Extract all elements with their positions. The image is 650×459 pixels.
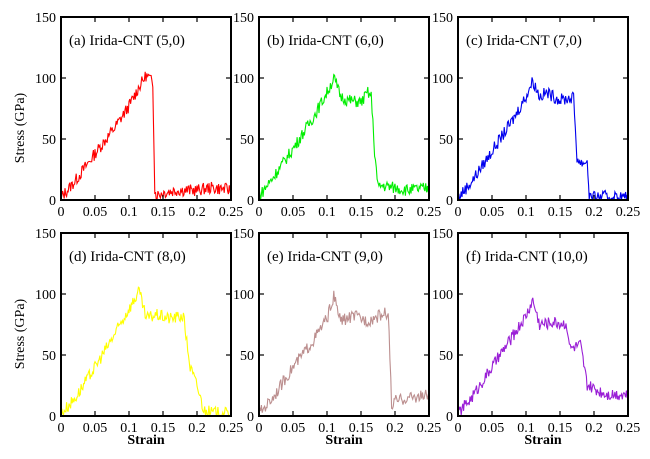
- x-tick-label: 0.2: [585, 421, 603, 436]
- x-tick-label: 0.2: [188, 421, 206, 436]
- x-tick-label: 0.15: [548, 205, 573, 220]
- y-tick-label: 0: [49, 194, 56, 209]
- plot-frame: [457, 232, 629, 417]
- x-tick-label: 0.25: [616, 421, 641, 436]
- x-tick-label: 0: [256, 205, 263, 220]
- y-tick-label: 50: [240, 133, 254, 148]
- plot-frame: [258, 232, 430, 417]
- panel-2: 0 0.05 0.1 0.15 0.2 0.25 0 50 100 150 (c) Irida-CN…: [432, 11, 640, 220]
- panel-5: 0 0.05 0.1 0.15 0.2 0.25 0 50 100 150 (f) Irida-CN…: [432, 227, 640, 436]
- panel-4: 0 0.05 0.1 0.15 0.2 0.25 0 50 100 150 (e) Irida-CN…: [233, 227, 441, 436]
- y-tick-label: 0: [247, 410, 254, 425]
- plot-frame: [60, 232, 232, 417]
- panel-title: (c) Irida-CNT (7,0): [466, 33, 582, 49]
- x-tick-label: 0.05: [281, 421, 306, 436]
- series-line: [258, 290, 430, 416]
- y-tick-label: 150: [432, 11, 453, 26]
- series-line: [457, 297, 629, 416]
- x-tick-label: 0: [58, 421, 65, 436]
- y-tick-label: 100: [432, 72, 453, 87]
- y-tick-label: 150: [233, 11, 254, 26]
- series-line: [457, 77, 629, 202]
- x-tick-label: 0: [455, 421, 462, 436]
- x-tick-label: 0.05: [480, 205, 505, 220]
- y-tick-label: 100: [233, 72, 254, 87]
- x-tick-label: 0.05: [281, 205, 306, 220]
- y-axis-label-top: Stress (GPa): [13, 92, 28, 163]
- x-tick-label: 0.25: [417, 205, 442, 220]
- y-tick-label: 50: [240, 349, 254, 364]
- x-tick-label: 0.1: [120, 421, 138, 436]
- y-tick-label: 100: [35, 288, 56, 303]
- x-tick-label: 0.25: [219, 421, 244, 436]
- x-tick-label: 0: [256, 421, 263, 436]
- x-tick-label: 0.2: [585, 205, 603, 220]
- panel-1: 0 0.05 0.1 0.15 0.2 0.25 0 50 100 150 (b) Irida-CN…: [233, 11, 441, 220]
- panel-3: 0 0.05 0.1 0.15 0.2 0.25 0 50 100 150 (d) Irida-CN…: [35, 227, 243, 436]
- y-tick-label: 50: [439, 349, 453, 364]
- y-tick-label: 0: [247, 194, 254, 209]
- plot-frame: [457, 16, 629, 201]
- y-tick-label: 0: [49, 410, 56, 425]
- y-tick-label: 50: [439, 133, 453, 148]
- panel-title: (f) Irida-CNT (10,0): [466, 249, 588, 265]
- x-tick-label: 0.15: [548, 421, 573, 436]
- x-tick-label: 0.2: [188, 205, 206, 220]
- y-tick-label: 0: [446, 194, 453, 209]
- x-tick-label: 0.15: [349, 421, 374, 436]
- panel-title: (d) Irida-CNT (8,0): [69, 249, 186, 265]
- x-tick-label: 0.2: [386, 205, 404, 220]
- series-line: [60, 286, 232, 418]
- y-tick-label: 150: [35, 227, 56, 242]
- series-line: [60, 71, 232, 201]
- x-tick-label: 0: [455, 205, 462, 220]
- y-tick-label: 150: [432, 227, 453, 242]
- y-tick-label: 50: [42, 133, 56, 148]
- x-tick-label: 0.25: [417, 421, 442, 436]
- x-tick-label: 0.05: [83, 205, 108, 220]
- x-tick-label: 0.15: [151, 205, 176, 220]
- y-tick-label: 100: [233, 288, 254, 303]
- x-tick-label: 0.15: [151, 421, 176, 436]
- x-tick-label: 0.25: [219, 205, 244, 220]
- series-line: [258, 73, 430, 200]
- x-tick-label: 0: [58, 205, 65, 220]
- x-tick-label: 0.2: [386, 421, 404, 436]
- x-tick-label: 0.1: [318, 421, 336, 436]
- panel-0: 0 0.05 0.1 0.15 0.2 0.25 0 50 100 150 (a) Irida-CN…: [35, 11, 243, 220]
- panel-title: (e) Irida-CNT (9,0): [267, 249, 383, 265]
- plot-frame: [258, 16, 430, 201]
- panel-title: (a) Irida-CNT (5,0): [69, 33, 185, 49]
- x-tick-label: 0.1: [318, 205, 336, 220]
- x-tick-label: 0.05: [480, 421, 505, 436]
- y-tick-label: 50: [42, 349, 56, 364]
- x-tick-label: 0.1: [517, 421, 535, 436]
- x-axis-label-c: Strain: [524, 433, 562, 448]
- x-tick-label: 0.05: [83, 421, 108, 436]
- y-tick-label: 150: [233, 227, 254, 242]
- x-tick-label: 0.25: [616, 205, 641, 220]
- x-axis-label-a: Strain: [127, 433, 165, 448]
- y-axis-label-bottom: Stress (GPa): [13, 298, 28, 369]
- x-tick-label: 0.1: [120, 205, 138, 220]
- y-tick-label: 150: [35, 11, 56, 26]
- y-tick-label: 0: [446, 410, 453, 425]
- panel-title: (b) Irida-CNT (6,0): [267, 33, 384, 49]
- y-tick-label: 100: [432, 288, 453, 303]
- x-tick-label: 0.1: [517, 205, 535, 220]
- x-axis-label-b: Strain: [325, 433, 363, 448]
- y-tick-label: 100: [35, 72, 56, 87]
- plot-frame: [60, 16, 232, 201]
- x-tick-label: 0.15: [349, 205, 374, 220]
